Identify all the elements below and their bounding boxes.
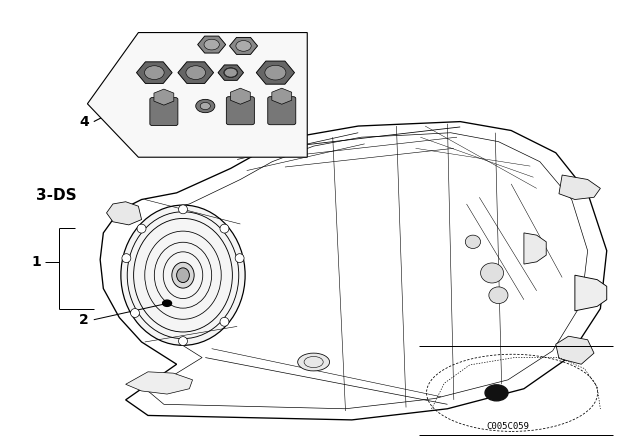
Circle shape <box>224 68 238 78</box>
Ellipse shape <box>235 254 244 263</box>
Text: C005C059: C005C059 <box>486 422 529 431</box>
Circle shape <box>186 66 205 79</box>
Ellipse shape <box>177 268 189 283</box>
Ellipse shape <box>172 262 194 288</box>
Polygon shape <box>575 275 607 311</box>
Circle shape <box>485 385 508 401</box>
Circle shape <box>204 39 220 50</box>
Circle shape <box>163 300 172 306</box>
Text: 2: 2 <box>79 313 89 327</box>
Text: 4: 4 <box>79 115 89 129</box>
Ellipse shape <box>122 254 131 263</box>
Polygon shape <box>524 233 546 264</box>
Ellipse shape <box>489 287 508 304</box>
Ellipse shape <box>465 235 481 249</box>
Polygon shape <box>106 202 141 225</box>
Ellipse shape <box>121 205 245 345</box>
Polygon shape <box>100 121 607 420</box>
Polygon shape <box>556 336 594 364</box>
Polygon shape <box>125 372 193 394</box>
Text: 3-DS: 3-DS <box>36 188 77 202</box>
Circle shape <box>265 65 286 80</box>
Ellipse shape <box>220 317 229 326</box>
Ellipse shape <box>298 353 330 371</box>
FancyBboxPatch shape <box>150 98 178 125</box>
FancyBboxPatch shape <box>227 97 254 125</box>
Ellipse shape <box>220 224 229 233</box>
Ellipse shape <box>179 205 188 214</box>
Circle shape <box>196 99 215 113</box>
Text: 1: 1 <box>31 255 42 269</box>
Ellipse shape <box>137 224 146 233</box>
Circle shape <box>225 68 237 77</box>
Circle shape <box>145 66 164 79</box>
Polygon shape <box>559 175 600 199</box>
Circle shape <box>200 103 211 110</box>
FancyBboxPatch shape <box>268 97 296 125</box>
Circle shape <box>236 41 251 51</box>
Ellipse shape <box>179 336 188 345</box>
Ellipse shape <box>131 309 140 318</box>
Polygon shape <box>88 33 307 157</box>
Ellipse shape <box>481 263 504 283</box>
